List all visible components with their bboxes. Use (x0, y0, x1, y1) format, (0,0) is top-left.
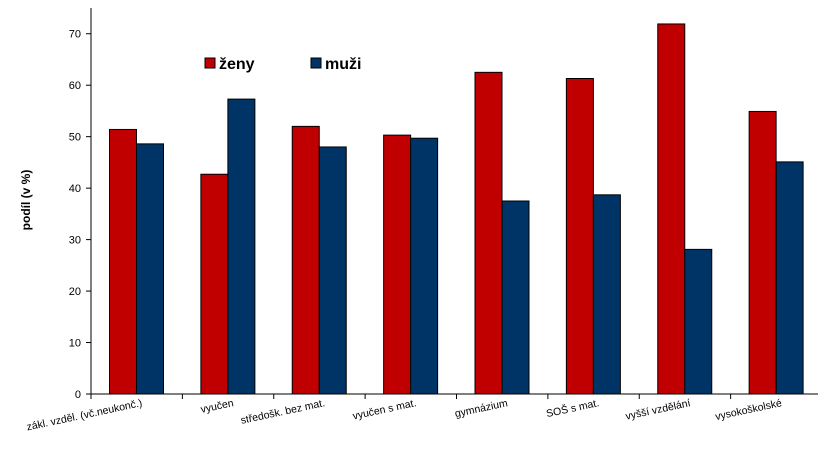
x-category-label: SOŠ s mat. (545, 396, 600, 420)
bar-muzi (318, 146, 347, 395)
legend-label: ženy (219, 56, 255, 73)
y-ticks: 0 10 20 30 40 50 60 70 (69, 29, 91, 401)
x-category-label: gymnázium (454, 397, 509, 420)
bar-zeny (474, 71, 503, 395)
y-tick-label: 20 (69, 286, 81, 298)
y-tick-label: 10 (69, 338, 81, 350)
bar-muzi (684, 248, 713, 395)
bar-zeny (383, 134, 412, 395)
bar-zeny (657, 23, 686, 395)
y-tick-label: 50 (69, 132, 81, 144)
bar-muzi (410, 137, 439, 395)
x-category-label: zákl. vzděl. (vč.neukonč.) (26, 397, 144, 433)
bar-zeny (565, 78, 594, 395)
bars-layer (109, 23, 804, 395)
y-tick-label: 70 (69, 29, 81, 41)
x-category-labels: zákl. vzděl. (vč.neukonč.) vyučen středošk… (26, 396, 784, 433)
bar-muzi (775, 161, 804, 395)
bar-muzi (227, 98, 256, 395)
x-category-label: vyučen s mat. (352, 397, 418, 422)
x-category-label: vyšší vzdělání (625, 397, 692, 422)
legend-swatch (204, 57, 216, 69)
bar-zeny (200, 173, 229, 395)
bar-muzi (501, 200, 530, 395)
bar-zeny (748, 110, 777, 395)
legend: ženy muži (204, 56, 361, 73)
bar-zeny (109, 128, 137, 395)
x-category-label: vyučen (200, 397, 235, 416)
axes-layer (90, 8, 818, 399)
legend-swatch (310, 57, 322, 69)
y-tick-label: 30 (69, 235, 81, 247)
y-tick-label: 60 (69, 80, 81, 92)
bar-muzi (136, 143, 164, 395)
y-axis-title: podíl (v %) (19, 170, 33, 231)
bar-muzi (592, 194, 621, 395)
legend-label: muži (325, 56, 361, 73)
y-tick-label: 0 (75, 389, 81, 401)
y-tick-label: 40 (69, 183, 81, 195)
x-category-label: vysokoškolské (714, 397, 783, 423)
x-category-label: středošk. bez mat. (240, 397, 326, 427)
bar-zeny (291, 125, 320, 395)
